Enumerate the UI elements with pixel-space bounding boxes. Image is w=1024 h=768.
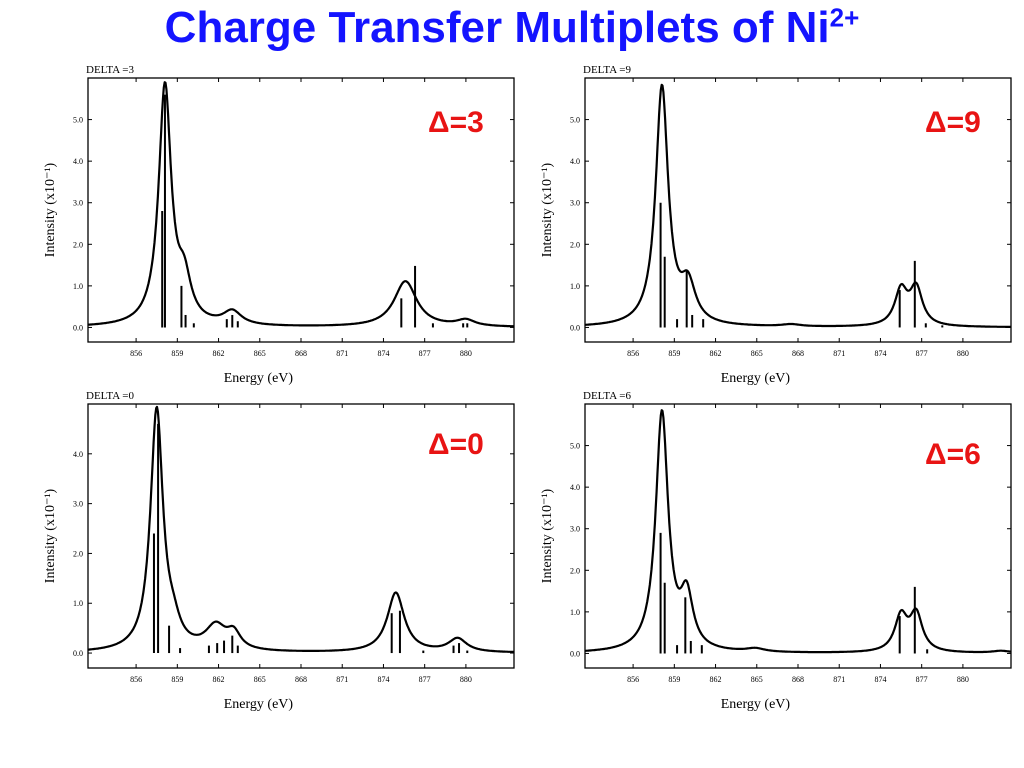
y-tick-label: 3.0 bbox=[73, 199, 83, 208]
y-tick-label: 2.0 bbox=[570, 566, 580, 575]
x-tick-label: 871 bbox=[336, 349, 348, 358]
y-tick-label: 1.0 bbox=[570, 608, 580, 617]
x-tick-label: 871 bbox=[336, 675, 348, 684]
x-tick-label: 865 bbox=[751, 675, 763, 684]
y-tick-label: 5.0 bbox=[570, 442, 580, 451]
x-tick-label: 865 bbox=[751, 349, 763, 358]
x-tick-label: 859 bbox=[171, 675, 183, 684]
y-tick-label: 3.0 bbox=[570, 199, 580, 208]
x-tick-label: 856 bbox=[627, 349, 639, 358]
x-tick-label: 862 bbox=[710, 675, 722, 684]
y-tick-label: 0.0 bbox=[73, 323, 83, 332]
delta-label: Δ=0 bbox=[428, 428, 484, 461]
x-tick-label: 877 bbox=[419, 349, 431, 358]
y-tick-label: 4.0 bbox=[570, 483, 580, 492]
y-tick-label: 0.0 bbox=[73, 649, 83, 658]
x-tick-label: 862 bbox=[213, 675, 225, 684]
y-tick-label: 3.0 bbox=[73, 500, 83, 509]
chart-delta-9: DELTA =9 0.0 1.0 2.0 3.0 4.0 5.0 856 859 862 865 86… bbox=[540, 64, 1012, 386]
y-tick-label: 0.0 bbox=[570, 323, 580, 332]
chart-header: DELTA =0 bbox=[86, 390, 135, 402]
spectrum-line bbox=[87, 405, 515, 653]
x-tick-label: 880 bbox=[957, 675, 969, 684]
chart-header: DELTA =3 bbox=[86, 64, 135, 76]
x-tick-label: 871 bbox=[833, 349, 845, 358]
x-tick-label: 871 bbox=[833, 675, 845, 684]
spectrum-line bbox=[584, 409, 1012, 654]
y-tick-label: 4.0 bbox=[570, 157, 580, 166]
x-axis-label: Energy (eV) bbox=[721, 371, 791, 386]
x-tick-label: 868 bbox=[792, 675, 804, 684]
spectrum-line bbox=[584, 83, 1012, 328]
x-tick-label: 874 bbox=[377, 675, 389, 684]
x-tick-label: 874 bbox=[874, 349, 886, 358]
x-tick-label: 865 bbox=[254, 675, 266, 684]
x-tick-label: 856 bbox=[130, 675, 142, 684]
y-tick-label: 4.0 bbox=[73, 157, 83, 166]
x-tick-label: 868 bbox=[295, 675, 307, 684]
y-tick-label: 0.0 bbox=[570, 649, 580, 658]
x-tick-label: 865 bbox=[254, 349, 266, 358]
x-tick-label: 874 bbox=[377, 349, 389, 358]
x-tick-label: 868 bbox=[295, 349, 307, 358]
x-tick-label: 880 bbox=[460, 349, 472, 358]
x-axis-label: Energy (eV) bbox=[224, 371, 294, 386]
y-axis-label: Intensity (x10⁻¹) bbox=[540, 488, 555, 583]
y-tick-label: 1.0 bbox=[570, 282, 580, 291]
x-tick-label: 880 bbox=[460, 675, 472, 684]
y-axis-label: Intensity (x10⁻¹) bbox=[43, 488, 58, 583]
y-tick-label: 5.0 bbox=[73, 116, 83, 125]
x-tick-label: 868 bbox=[792, 349, 804, 358]
y-tick-label: 2.0 bbox=[73, 549, 83, 558]
y-tick-label: 2.0 bbox=[73, 240, 83, 249]
delta-label: Δ=3 bbox=[428, 106, 484, 139]
y-tick-label: 1.0 bbox=[73, 599, 83, 608]
slide-title-superscript: 2+ bbox=[829, 2, 860, 33]
chart-delta-6: DELTA =6 0.0 1.0 2.0 3.0 4.0 5.0 856 859 862 865 86… bbox=[540, 390, 1012, 712]
y-axis-label: Intensity (x10⁻¹) bbox=[43, 162, 58, 257]
y-tick-label: 4.0 bbox=[73, 450, 83, 459]
slide-title: Charge Transfer Multiplets of Ni2+ bbox=[0, 2, 1024, 54]
x-tick-label: 877 bbox=[916, 675, 928, 684]
x-axis-label: Energy (eV) bbox=[224, 697, 294, 712]
delta-label: Δ=9 bbox=[925, 106, 981, 139]
y-tick-label: 3.0 bbox=[570, 525, 580, 534]
x-tick-label: 880 bbox=[957, 349, 969, 358]
x-tick-label: 859 bbox=[171, 349, 183, 358]
x-tick-label: 877 bbox=[916, 349, 928, 358]
y-axis-label: Intensity (x10⁻¹) bbox=[540, 162, 555, 257]
chart-header: DELTA =6 bbox=[583, 390, 632, 402]
x-tick-label: 856 bbox=[627, 675, 639, 684]
y-tick-label: 2.0 bbox=[570, 240, 580, 249]
x-tick-label: 859 bbox=[668, 675, 680, 684]
x-tick-label: 856 bbox=[130, 349, 142, 358]
delta-label: Δ=6 bbox=[925, 438, 981, 471]
slide-title-text: Charge Transfer Multiplets of Ni bbox=[164, 3, 830, 52]
x-tick-label: 874 bbox=[874, 675, 886, 684]
x-tick-label: 862 bbox=[710, 349, 722, 358]
x-tick-label: 877 bbox=[419, 675, 431, 684]
x-tick-label: 862 bbox=[213, 349, 225, 358]
x-axis-label: Energy (eV) bbox=[721, 697, 791, 712]
chart-header: DELTA =9 bbox=[583, 64, 632, 76]
y-tick-label: 5.0 bbox=[570, 116, 580, 125]
spectrum-line bbox=[87, 81, 515, 328]
chart-delta-0: DELTA =0 0.0 1.0 2.0 3.0 4.0 856 859 862 865 868 87… bbox=[43, 390, 515, 712]
chart-delta-3: DELTA =3 0.0 1.0 2.0 3.0 4.0 5.0 856 859 862 865 86… bbox=[43, 64, 515, 386]
x-tick-label: 859 bbox=[668, 349, 680, 358]
y-tick-label: 1.0 bbox=[73, 282, 83, 291]
